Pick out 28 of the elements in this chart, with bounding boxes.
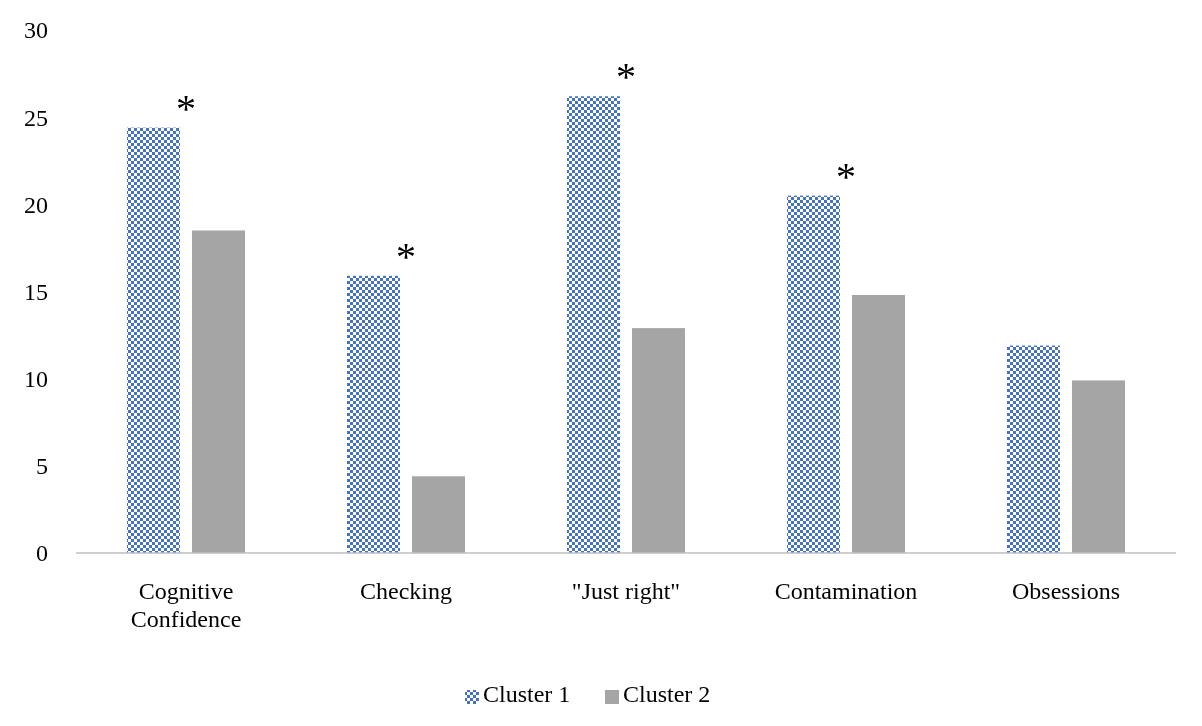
x-tick-label: Cognitive Confidence <box>130 578 242 632</box>
y-tick-label: 0 <box>36 540 48 567</box>
annotation: * <box>396 233 416 279</box>
legend-label: Cluster 1 <box>483 681 571 707</box>
y-tick-label: 30 <box>24 17 48 44</box>
x-tick-label: Checking <box>360 578 452 604</box>
bar <box>192 230 245 553</box>
annotation: * <box>836 153 856 199</box>
y-tick-label: 10 <box>24 366 48 393</box>
y-tick-label: 25 <box>24 104 48 131</box>
bar <box>1007 345 1060 553</box>
bar <box>787 195 840 553</box>
annotation: * <box>616 54 636 100</box>
y-tick-label: 15 <box>24 278 48 305</box>
bar <box>1072 380 1125 553</box>
annotation: * <box>176 85 196 131</box>
bar <box>412 476 465 553</box>
y-tick-label: 5 <box>36 453 48 480</box>
x-tick-label: "Just right" <box>571 578 681 604</box>
bar <box>632 328 685 553</box>
bar <box>567 96 620 553</box>
bar <box>852 294 905 553</box>
x-tick-label: Contamination <box>774 578 918 604</box>
x-tick-label: Obsessions <box>1011 578 1121 604</box>
bar <box>127 127 180 553</box>
legend-label: Cluster 2 <box>623 681 711 707</box>
bar <box>347 275 400 553</box>
y-tick-label: 20 <box>24 191 48 218</box>
